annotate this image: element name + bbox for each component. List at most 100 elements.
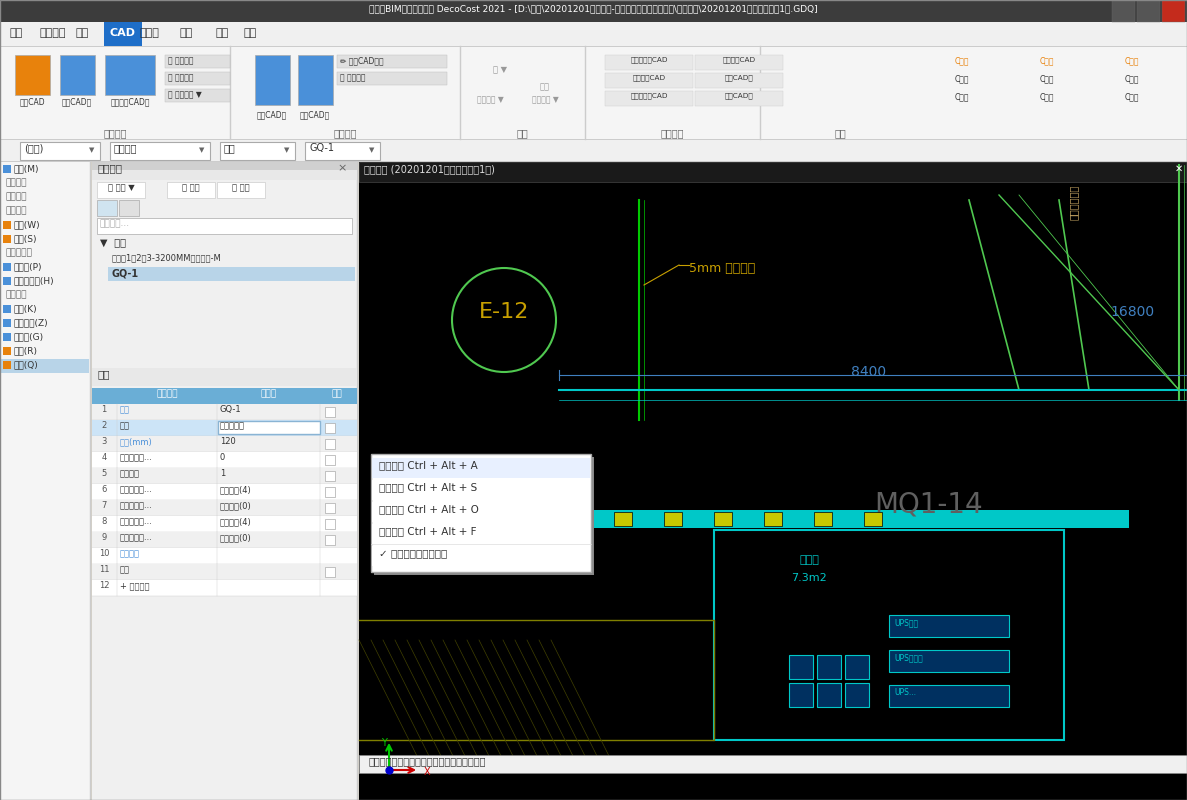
Text: 6: 6	[101, 485, 107, 494]
Bar	[93, 564, 357, 580]
Text: 门窗洞装修(H): 门窗洞装修(H)	[14, 276, 55, 285]
Text: 默认视口 (20201201招行丰台支行1层): 默认视口 (20201201招行丰台支行1层)	[364, 164, 495, 174]
Text: 按鼠标左键指定第一个角点，或拾取构件图元: 按鼠标左键指定第一个角点，或拾取构件图元	[369, 756, 487, 766]
Bar	[325, 423, 335, 433]
Bar	[305, 142, 380, 160]
Text: 隔墙: 隔墙	[224, 143, 236, 153]
Text: 屏幕识图 Ctrl + Alt + O: 屏幕识图 Ctrl + Alt + O	[379, 504, 478, 514]
Bar	[4, 263, 11, 271]
Text: ×: ×	[337, 163, 347, 173]
Bar	[93, 468, 357, 484]
Bar	[93, 580, 357, 596]
Text: C合并: C合并	[954, 92, 970, 101]
Text: 直线: 直线	[540, 82, 550, 91]
Text: 板材式隔墙: 板材式隔墙	[220, 421, 245, 430]
Text: 11: 11	[99, 565, 109, 574]
Text: 局部缩放CAD图: 局部缩放CAD图	[110, 97, 150, 106]
Bar	[4, 305, 11, 313]
Bar	[4, 165, 11, 173]
Text: C删除: C删除	[954, 56, 970, 65]
Bar	[0, 359, 89, 373]
Text: C复制: C复制	[1040, 56, 1054, 65]
Bar	[372, 502, 590, 522]
Text: 📐 设置比例: 📐 设置比例	[169, 56, 193, 65]
Bar	[696, 73, 783, 88]
Text: 10: 10	[99, 549, 109, 558]
Bar	[358, 162, 1187, 182]
Text: 起点顶标高...: 起点顶标高...	[120, 485, 153, 494]
Bar	[1137, 0, 1160, 22]
Bar	[93, 436, 357, 452]
Text: + 显示样式: + 显示样式	[120, 581, 150, 590]
Text: 1: 1	[220, 469, 226, 478]
Text: 16800: 16800	[1111, 305, 1155, 319]
Bar	[372, 458, 590, 478]
Bar	[372, 454, 591, 572]
Bar	[358, 755, 1187, 773]
Bar	[1112, 0, 1135, 22]
Bar	[15, 55, 50, 95]
Text: 定位CAD图: 定位CAD图	[62, 97, 93, 106]
Bar	[789, 683, 813, 707]
Bar	[93, 452, 357, 468]
Text: 附加: 附加	[331, 389, 342, 398]
Text: 属性名称: 属性名称	[157, 389, 178, 398]
Bar	[889, 650, 1009, 672]
Bar	[358, 162, 1187, 800]
Text: 天棚工程: 天棚工程	[5, 192, 26, 201]
Text: ✓ 截图时隐藏当前窗口: ✓ 截图时隐藏当前窗口	[379, 548, 447, 558]
Text: 房间(M): 房间(M)	[14, 164, 39, 173]
Text: (隔墙): (隔墙)	[24, 143, 44, 153]
Bar	[93, 368, 357, 386]
Text: 🖼 图片管理 ▼: 🖼 图片管理 ▼	[169, 90, 202, 99]
Bar	[108, 267, 355, 281]
Text: 点 ▼: 点 ▼	[493, 65, 507, 74]
Text: 灯带(K): 灯带(K)	[14, 304, 38, 313]
Text: 插入CAD: 插入CAD	[19, 97, 45, 106]
Text: E-12: E-12	[478, 302, 529, 322]
Text: 绘制: 绘制	[75, 28, 88, 38]
Bar	[93, 420, 357, 436]
Text: 栏杆(R): 栏杆(R)	[14, 346, 38, 355]
Text: 2: 2	[101, 421, 107, 430]
Text: 绘图: 绘图	[516, 128, 528, 138]
Bar	[165, 89, 230, 102]
Bar	[20, 142, 100, 160]
Text: 120: 120	[220, 437, 236, 446]
Bar	[0, 46, 1187, 140]
Text: 构件列表: 构件列表	[97, 163, 122, 173]
Text: GQ-1: GQ-1	[112, 268, 139, 278]
Bar	[165, 72, 230, 85]
Bar	[93, 532, 357, 548]
Bar	[93, 162, 357, 800]
Text: 墙面工程: 墙面工程	[5, 206, 26, 215]
Text: ✕: ✕	[1175, 164, 1183, 174]
Bar	[0, 140, 1187, 162]
Bar	[4, 277, 11, 285]
Bar	[372, 524, 590, 544]
Text: 类别: 类别	[120, 421, 131, 430]
Text: 屏幕翻译 Ctrl + Alt + F: 屏幕翻译 Ctrl + Alt + F	[379, 526, 476, 536]
Text: 层底标高(0): 层底标高(0)	[220, 533, 252, 542]
Text: 🗑 删除: 🗑 删除	[233, 183, 249, 192]
Bar	[372, 480, 590, 500]
Bar	[4, 333, 11, 341]
Text: 锁定识别CAD: 锁定识别CAD	[633, 74, 666, 81]
Text: Y: Y	[381, 738, 387, 748]
Text: 图纸管理: 图纸管理	[103, 128, 127, 138]
Text: 屏幕录制 Ctrl + Alt + S: 屏幕录制 Ctrl + Alt + S	[379, 482, 477, 492]
Bar	[814, 512, 832, 526]
Text: 视图: 视图	[180, 28, 193, 38]
Bar	[0, 46, 1187, 47]
Text: C修剪: C修剪	[1125, 92, 1140, 101]
Text: 理财室1、2、3-3200MM磨砂玻璃-M: 理财室1、2、3-3200MM磨砂玻璃-M	[112, 253, 222, 262]
Bar	[97, 200, 118, 216]
Bar	[4, 347, 11, 355]
Text: C移动: C移动	[1125, 56, 1140, 65]
Bar	[372, 546, 590, 566]
Bar	[4, 319, 11, 327]
Text: 墙面(W): 墙面(W)	[14, 220, 40, 229]
Bar	[255, 55, 290, 105]
Bar	[119, 200, 139, 216]
Text: 协作: 协作	[243, 28, 256, 38]
